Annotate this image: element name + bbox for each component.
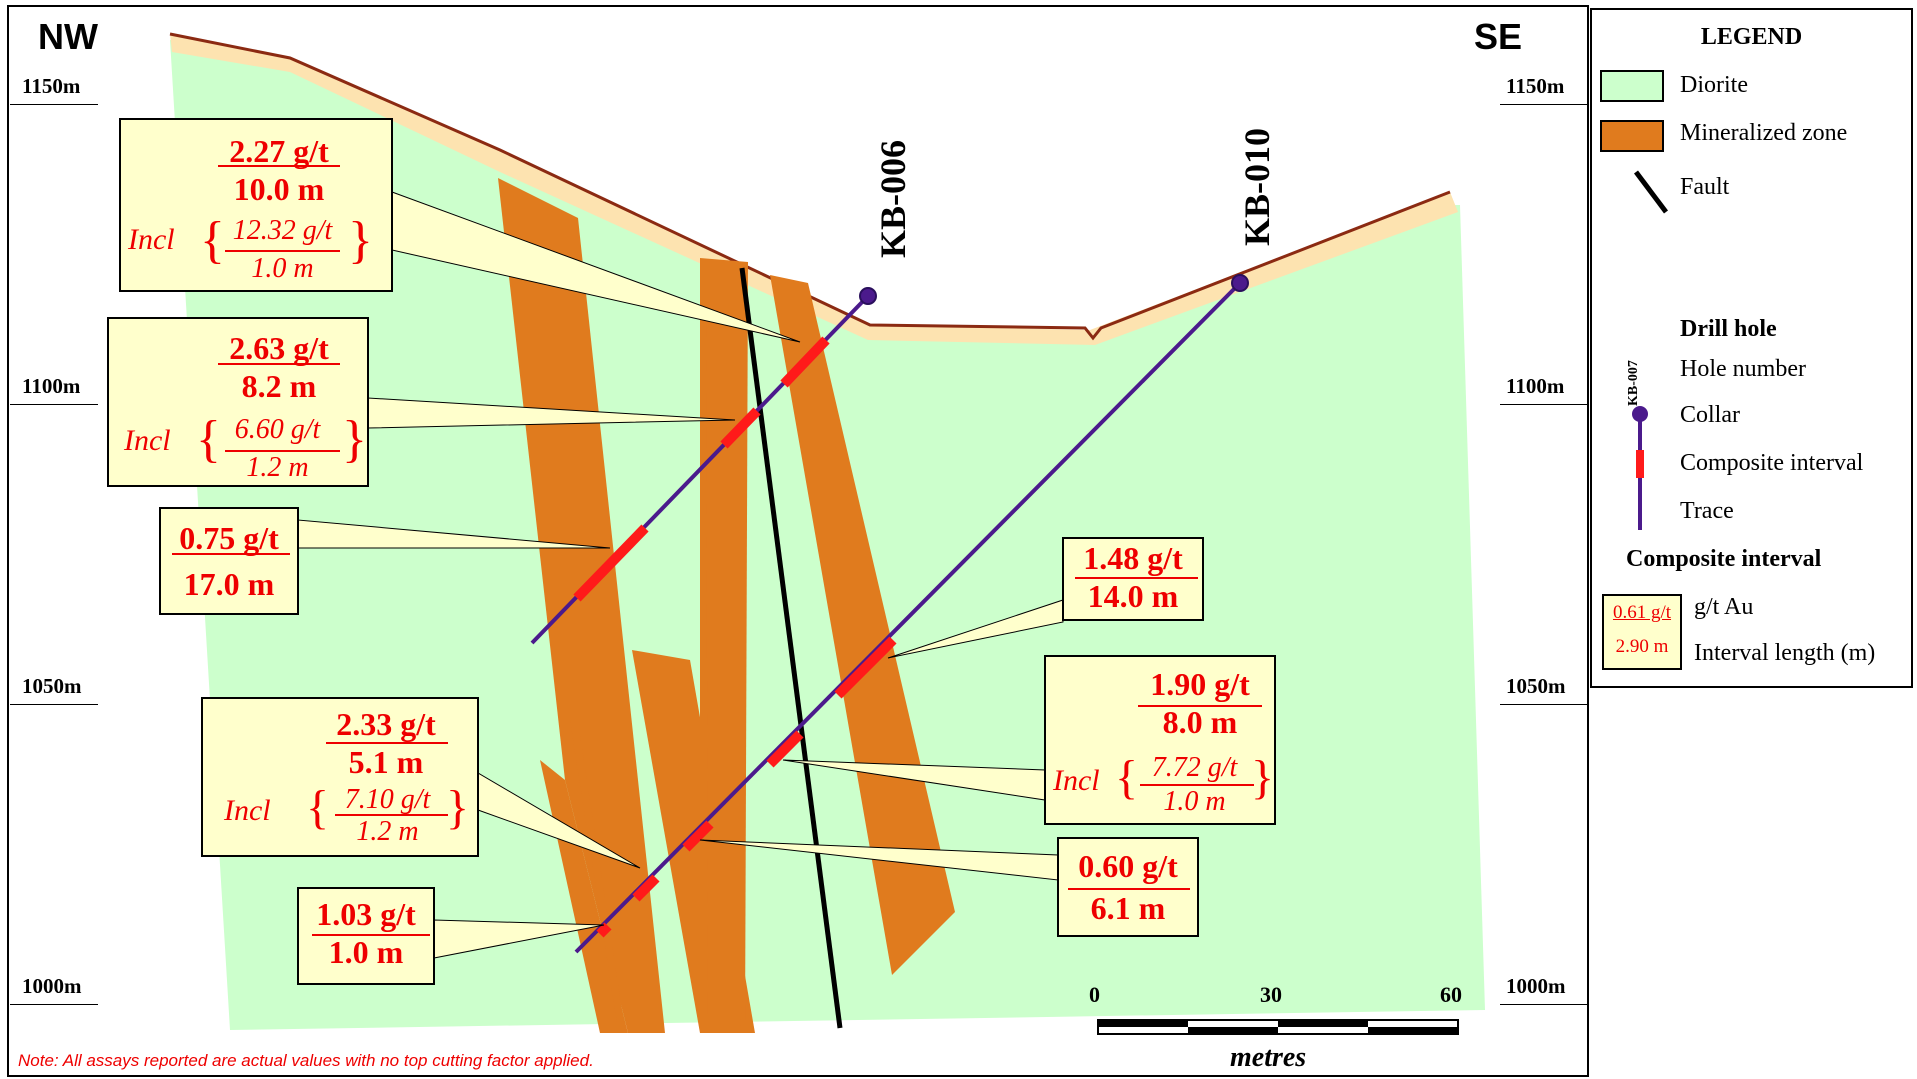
callout-box — [119, 118, 393, 292]
legend-drill-hole-heading: Drill hole — [1680, 316, 1777, 342]
callout-4: 2.33 g/t 5.1 m Incl { 7.10 g/t 1.2 m } — [224, 706, 470, 847]
overburden-layer — [170, 34, 1458, 345]
legend-panel: LEGEND Diorite Mineralized zone Fault Dr… — [1590, 8, 1913, 688]
legend-composite-heading: Composite interval — [1626, 546, 1822, 572]
callout-box — [107, 317, 369, 487]
composite-interval — [766, 730, 804, 768]
legend-trace: Trace — [1680, 498, 1734, 524]
elevation-label: 1050m — [1506, 674, 1566, 698]
mineralized-swatch — [1600, 120, 1664, 152]
elevation-label: 1150m — [1506, 74, 1565, 98]
callout-5: 1.03 g/t 1.0 m — [316, 896, 416, 970]
scale-tick-0: 0 — [1089, 982, 1100, 1007]
scale-unit: metres — [1230, 1042, 1307, 1073]
nw-label: NW — [38, 16, 98, 57]
composite-interval — [596, 922, 612, 938]
fault-legend-icon — [1634, 170, 1668, 214]
callout-7: 1.90 g/t 8.0 m Incl { 7.72 g/t 1.0 m } — [1053, 666, 1275, 817]
legend-mineralized: Mineralized zone — [1680, 120, 1848, 146]
composite-interval — [720, 407, 761, 449]
collar-kb006 — [859, 287, 877, 305]
composite-interval — [780, 336, 830, 388]
drill-hole-legend-icon — [1632, 406, 1648, 530]
legend-title: LEGEND — [1700, 24, 1803, 50]
elevation-label: 1150m — [22, 74, 81, 98]
drill-hole-label-kb010: KB-010 — [1237, 127, 1277, 246]
callout-box — [201, 697, 479, 857]
callout-8: 0.60 g/t 6.1 m — [1078, 848, 1178, 926]
legend-hole-number: Hole number — [1680, 356, 1806, 382]
se-label: SE — [1474, 16, 1523, 57]
composite-interval — [632, 874, 660, 902]
legend-sample-callout: 0.61 g/t 2.90 m — [1602, 594, 1682, 670]
legend-composite: Composite interval — [1680, 450, 1864, 476]
composite-interval — [682, 820, 714, 852]
diorite-swatch — [1600, 70, 1664, 102]
mineralized-zone — [570, 720, 625, 1030]
collar-kb010 — [1231, 274, 1249, 292]
callout-box — [1044, 655, 1276, 825]
elevation-label: 1000m — [1506, 974, 1566, 998]
legend-grade-desc: g/t Au — [1694, 594, 1754, 620]
mineralized-zone — [770, 275, 955, 975]
drill-hole-label-kb006: KB-006 — [873, 139, 913, 258]
elevation-label: 1100m — [22, 374, 81, 398]
elevation-label: 1050m — [22, 674, 82, 698]
footnote: Note: All assays reported are actual val… — [18, 1051, 594, 1070]
legend-fault: Fault — [1680, 174, 1730, 200]
composite-interval — [834, 636, 897, 699]
legend-sample-hole: KB-007 — [1626, 360, 1641, 406]
callout-2: 2.63 g/t 8.2 m Incl { 6.60 g/t 1.2 m } — [124, 330, 367, 483]
mineralized-zone — [706, 318, 745, 1030]
callout-1: 2.27 g/t 10.0 m Incl { 12.32 g/t 1.0 m } — [128, 133, 373, 284]
callout-box — [1057, 837, 1199, 937]
topography-line — [169, 32, 1451, 341]
legend-length-desc: Interval length (m) — [1694, 640, 1876, 666]
elevation-label: 1000m — [22, 974, 82, 998]
legend-diorite: Diorite — [1680, 72, 1748, 98]
section-frame — [7, 5, 1589, 1077]
composite-interval — [573, 524, 649, 602]
fault-line — [739, 267, 843, 1029]
callout-6: 1.48 g/t 14.0 m — [1083, 540, 1183, 614]
callout-box — [159, 507, 299, 615]
callout-3: 0.75 g/t 17.0 m — [179, 520, 279, 602]
scale-tick-30: 30 — [1260, 982, 1282, 1007]
scale-tick-60: 60 — [1440, 982, 1462, 1007]
legend-collar: Collar — [1680, 402, 1740, 428]
mineralized-zone — [498, 178, 665, 1033]
elevation-label: 1100m — [1506, 374, 1565, 398]
